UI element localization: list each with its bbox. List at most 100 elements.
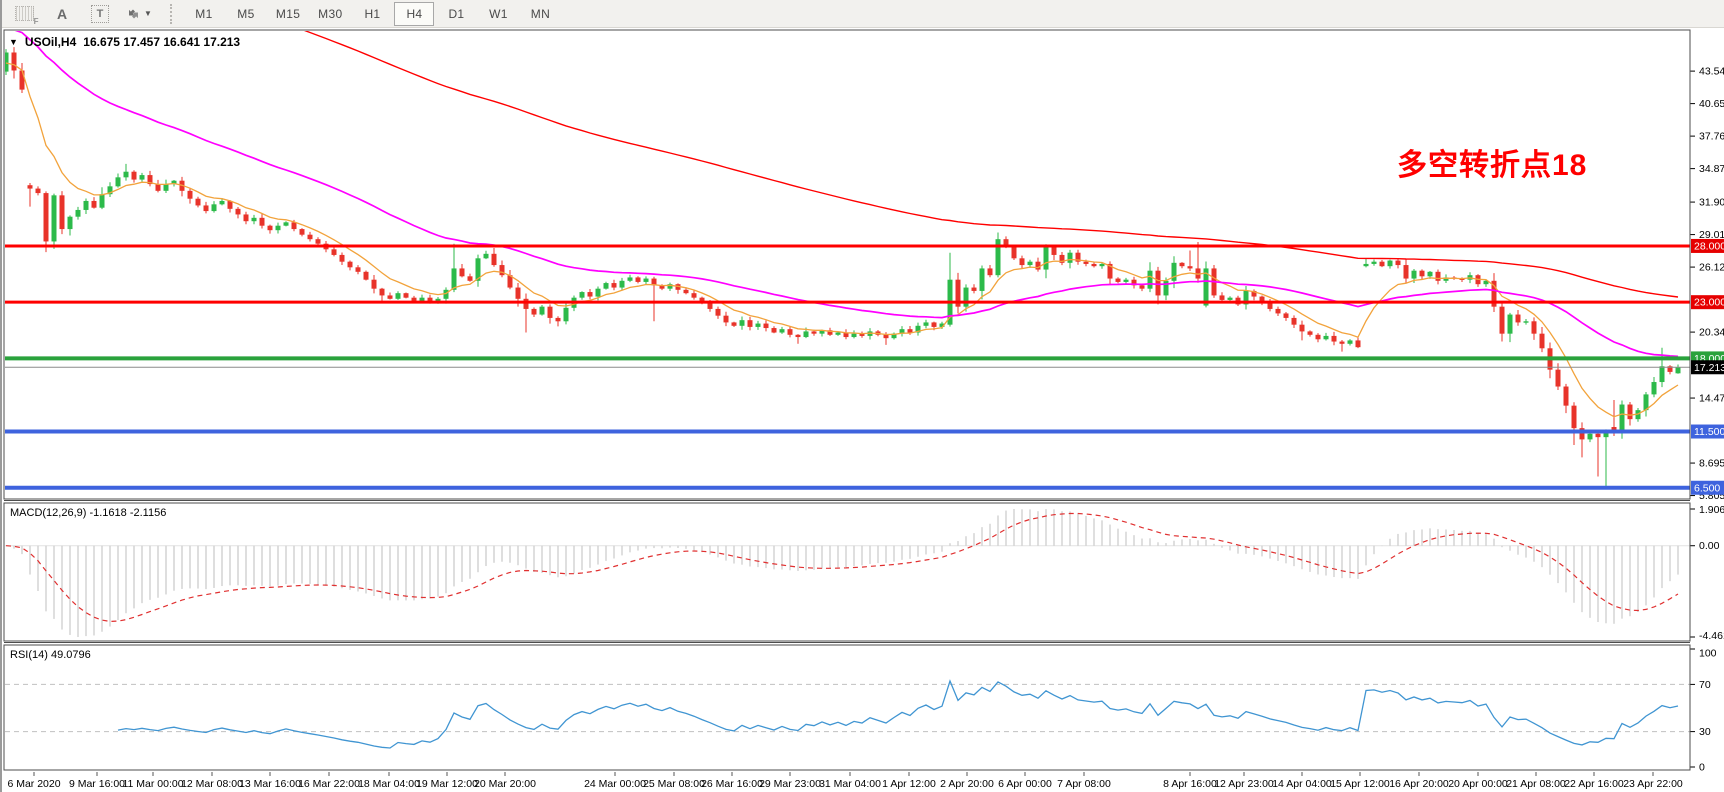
candle-down: [315, 239, 321, 244]
price-badge: [1691, 360, 1724, 375]
candle-down: [675, 284, 681, 290]
candle-down: [1563, 386, 1569, 406]
tab-h4[interactable]: H4: [394, 1, 435, 26]
candle-down: [1059, 254, 1065, 263]
candle-up: [139, 175, 145, 180]
candle-down: [1075, 252, 1081, 262]
date-label: 13 Mar 16:00: [239, 778, 301, 790]
candle-down: [347, 261, 353, 268]
text-label-button[interactable]: A: [56, 5, 68, 22]
candle-up: [1411, 270, 1417, 279]
candle-up: [835, 332, 841, 335]
candle-down: [363, 271, 369, 280]
candle-down: [1283, 313, 1289, 318]
tab-m1[interactable]: M1: [195, 6, 213, 21]
candle-down: [1259, 296, 1265, 303]
candle-up: [475, 258, 481, 281]
tab-w1[interactable]: W1: [489, 6, 508, 21]
date-label: 19 Mar 12:00: [416, 778, 478, 790]
candle-down: [1539, 333, 1545, 349]
date-label: 14 Apr 04:00: [1272, 778, 1332, 790]
candle-up: [83, 200, 89, 210]
candle-down: [1667, 366, 1673, 372]
candle-up: [211, 204, 217, 212]
candle-up: [1147, 270, 1153, 289]
objects-arrows-button[interactable]: ▼: [120, 2, 158, 26]
candle-up: [1675, 367, 1681, 374]
candle-up: [739, 320, 745, 326]
candle-down: [203, 205, 209, 212]
candle-up: [75, 209, 81, 217]
candle-up: [107, 186, 113, 195]
candle-down: [499, 265, 505, 276]
candle-up: [1427, 271, 1433, 277]
candle-up: [891, 333, 897, 339]
macd-max-label: 1.9069: [1699, 504, 1724, 516]
date-label: 23 Apr 22:00: [1623, 778, 1683, 790]
candle-down: [1379, 261, 1385, 267]
candle-up: [51, 195, 57, 242]
candle-up: [1603, 430, 1609, 438]
candle-up: [619, 280, 625, 288]
candle-up: [915, 325, 921, 333]
candle-up: [1659, 366, 1665, 383]
candle-up: [5, 52, 9, 72]
candle-down: [1083, 261, 1089, 264]
candle-down: [811, 331, 817, 334]
rsi-tick-label: 30: [1699, 726, 1711, 738]
candle-down: [1555, 369, 1561, 387]
price-badge-label: 23.000: [1694, 297, 1724, 309]
candle-down: [155, 184, 161, 191]
candle-down: [11, 52, 17, 71]
candle-down: [723, 315, 729, 323]
date-label: 6 Apr 00:00: [998, 778, 1052, 790]
candle-down: [1339, 341, 1345, 344]
candle-up: [851, 333, 857, 338]
panel-border: [3, 29, 1691, 500]
date-label: 7 Apr 08:00: [1057, 778, 1111, 790]
candlestick-chart-canvas[interactable]: 43.545 40.655 37.765 34.875 31.900 29.010 26.1…: [2, 28, 1724, 792]
tab-mn[interactable]: MN: [530, 6, 551, 21]
candle-up: [1363, 263, 1369, 267]
candle-down: [827, 330, 833, 335]
candle-down: [1435, 271, 1441, 281]
candle-up: [1371, 261, 1377, 264]
date-label: 31 Mar 04:00: [819, 778, 881, 790]
candle-up: [1163, 280, 1169, 296]
candle-down: [27, 185, 33, 189]
candle-down: [1595, 433, 1601, 438]
candle-up: [1483, 280, 1489, 285]
panel-border: [3, 502, 1691, 642]
text-box-button[interactable]: T: [82, 2, 118, 26]
chart-area[interactable]: 43.545 40.655 37.765 34.875 31.900 29.010 26.1…: [2, 28, 1724, 792]
candle-up: [1587, 433, 1593, 440]
toolbar: F A T ▼ M1 M5 M15 M30 H1 H4 D1 W1 MN: [2, 0, 1724, 28]
candle-down: [771, 328, 777, 333]
candle-up: [67, 216, 73, 230]
candle-down: [1515, 314, 1521, 323]
candle-down: [1155, 270, 1161, 296]
tab-d1[interactable]: D1: [448, 6, 465, 21]
rsi-line: [117, 679, 1679, 749]
candle-down: [387, 295, 393, 299]
candle-up: [1227, 297, 1233, 300]
arrows-icon: [129, 9, 138, 18]
tab-h1[interactable]: H1: [364, 6, 381, 21]
candle-down: [507, 275, 513, 288]
candle-down: [355, 267, 361, 272]
price-tick-label: 14.475: [1699, 393, 1724, 405]
candle-up: [1387, 260, 1393, 267]
candle-up: [595, 288, 601, 297]
tab-m5[interactable]: M5: [237, 6, 255, 21]
price-badge: [1691, 480, 1724, 495]
crosshair-grid-button[interactable]: F: [6, 2, 42, 26]
tab-m15[interactable]: M15: [275, 6, 301, 21]
toolbar-separator: [169, 3, 176, 24]
tab-m30[interactable]: M30: [318, 6, 343, 21]
candle-up: [1171, 262, 1177, 281]
candle-down: [331, 249, 337, 255]
candle-down: [1499, 306, 1505, 334]
date-label: 21 Apr 08:00: [1506, 778, 1566, 790]
candle-up: [899, 329, 905, 334]
candle-down: [691, 293, 697, 298]
